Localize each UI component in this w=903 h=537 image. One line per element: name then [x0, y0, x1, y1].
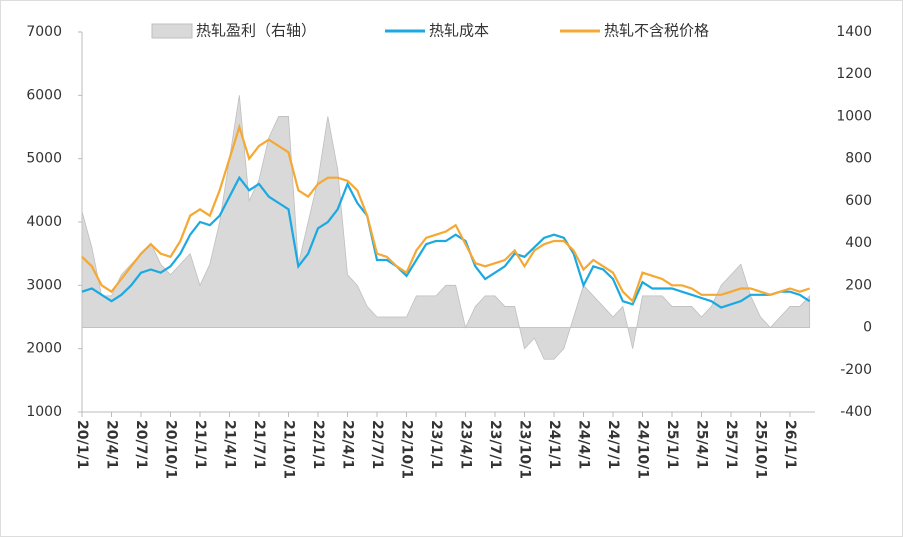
series-line	[81, 123, 811, 304]
legend-label: 热轧不含税价格	[604, 22, 709, 40]
x-tick-label: 22/10/1	[399, 420, 415, 479]
x-tick-label: 22/1/1	[310, 420, 326, 469]
x-tick-label: 23/4/1	[458, 420, 474, 469]
x-tick-label: 22/4/1	[340, 420, 356, 469]
x-tick-label: 21/7/1	[251, 420, 267, 469]
x-tick-label: 25/1/1	[664, 420, 680, 469]
x-tick-label: 22/7/1	[369, 420, 385, 469]
y-tick-label: 7000	[26, 24, 62, 40]
y-tick-label: 2000	[26, 341, 62, 357]
x-tick-label: 24/10/1	[635, 420, 651, 479]
x-tick-label: 23/10/1	[517, 420, 533, 479]
x-tick-label: 24/4/1	[576, 420, 592, 469]
x-tick-label: 21/10/1	[281, 420, 297, 479]
x-tick-label: 21/4/1	[222, 420, 238, 469]
y2-tick-label: 800	[845, 151, 872, 167]
x-tick-label: 20/7/1	[133, 420, 149, 469]
y2-tick-label: 600	[845, 193, 872, 209]
y-tick-label: 4000	[26, 214, 62, 230]
profit-area	[81, 95, 811, 360]
legend-label: 热轧成本	[429, 22, 489, 40]
legend-label: 热轧盈利（右轴）	[196, 22, 316, 40]
legend-swatch	[151, 23, 193, 39]
x-tick-label: 25/10/1	[753, 420, 769, 479]
y2-tick-label: 400	[845, 235, 872, 251]
y-tick-label: 1000	[26, 404, 62, 420]
x-tick-label: 21/1/1	[192, 420, 208, 469]
y-tick-label: 3000	[26, 277, 62, 293]
y2-tick-label: -400	[840, 404, 872, 420]
y2-tick-label: 0	[863, 320, 872, 336]
y2-tick-label: 1200	[836, 66, 872, 82]
x-tick-label: 25/7/1	[723, 420, 739, 469]
x-tick-label: 24/1/1	[546, 420, 562, 469]
y2-tick-label: 1400	[836, 24, 872, 40]
y2-tick-label: -200	[840, 362, 872, 378]
x-tick-label: 26/1/1	[782, 420, 798, 469]
series-line	[81, 175, 811, 309]
x-tick-label: 23/1/1	[428, 420, 444, 469]
x-tick-label: 25/4/1	[694, 420, 710, 469]
y-tick-label: 5000	[26, 151, 62, 167]
x-tick-label: 20/4/1	[104, 420, 120, 469]
y-tick-label: 6000	[26, 87, 62, 103]
y2-tick-label: 1000	[836, 108, 872, 124]
x-tick-label: 20/10/1	[163, 420, 179, 479]
x-tick-label: 24/7/1	[605, 420, 621, 469]
x-tick-label: 20/1/1	[74, 420, 90, 469]
x-tick-label: 23/7/1	[487, 420, 503, 469]
y2-tick-label: 200	[845, 277, 872, 293]
